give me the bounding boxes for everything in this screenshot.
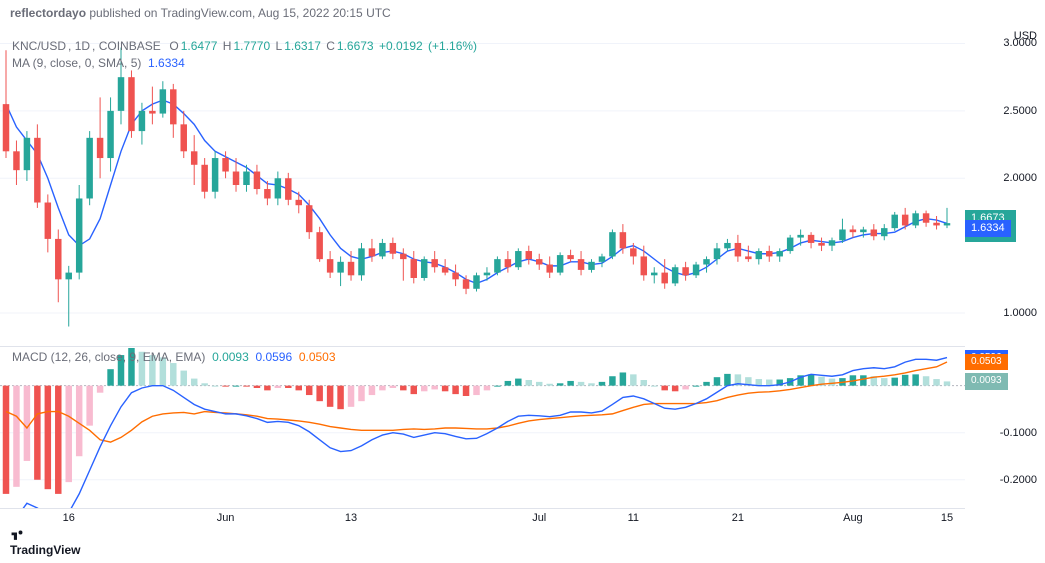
publish-meta: reflectordayo published on TradingView.c… [10,6,391,20]
y-tick-label: -0.1000 [1000,427,1037,439]
timeframe: 1D [75,39,90,53]
price-badge: 1.6334 [965,220,1011,238]
y-tick-label: 3.0000 [1003,37,1037,49]
x-tick-label: 16 [63,512,75,524]
macd-badge: 0.0093 [965,373,1008,390]
x-tick-label: 11 [628,512,639,524]
site-name: TradingView.com [161,6,252,20]
macd-chart[interactable]: MACD (12, 26, close, 9, EMA, EMA) 0.0093… [0,348,965,508]
brand-logo: TradingView [10,529,80,557]
x-tick-label: 15 [941,512,953,524]
ma-value: 1.6334 [148,56,185,70]
y-tick-label: 1.0000 [1003,307,1037,319]
y-tick-label: -0.2000 [1000,474,1037,486]
panel-divider [0,346,965,347]
x-tick-label: 13 [345,512,357,524]
y-tick-label: 2.5000 [1003,105,1037,117]
macd-legend: MACD (12, 26, close, 9, EMA, EMA) 0.0093… [12,350,336,364]
x-tick-label: Jun [217,512,235,524]
exchange: COINBASE [99,39,161,53]
x-tick-label: Aug [843,512,863,524]
x-tick-label: Jul [532,512,546,524]
author-link[interactable]: reflectordayo [10,6,86,20]
publish-date: Aug 15, 2022 20:15 UTC [258,6,391,20]
ma-label: MA (9, close, 0, SMA, 5) [12,56,141,70]
price-y-axis: USD 3.00002.50002.00001.0000 1.667303:44… [965,30,1045,340]
price-legend: KNC/USD, 1D, COINBASE O1.6477 H1.7770 L1… [12,38,479,73]
macd-badge: 0.0503 [965,354,1008,371]
y-tick-label: 2.0000 [1003,172,1037,184]
symbol: KNC/USD [12,39,66,53]
time-axis: 16Jun13Jul1121Aug1525 [0,508,965,533]
x-tick-label: 21 [732,512,744,524]
price-chart[interactable]: KNC/USD, 1D, COINBASE O1.6477 H1.7770 L1… [0,30,965,340]
macd-y-axis: -0.1000-0.2000 0.05960.05030.0093 [965,348,1045,508]
